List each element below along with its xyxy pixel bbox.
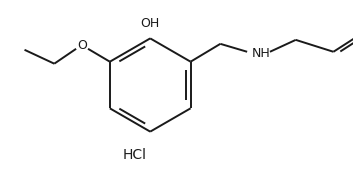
- Text: HCl: HCl: [123, 148, 147, 162]
- Text: NH: NH: [252, 47, 271, 60]
- Text: OH: OH: [141, 17, 160, 30]
- Text: O: O: [77, 39, 87, 52]
